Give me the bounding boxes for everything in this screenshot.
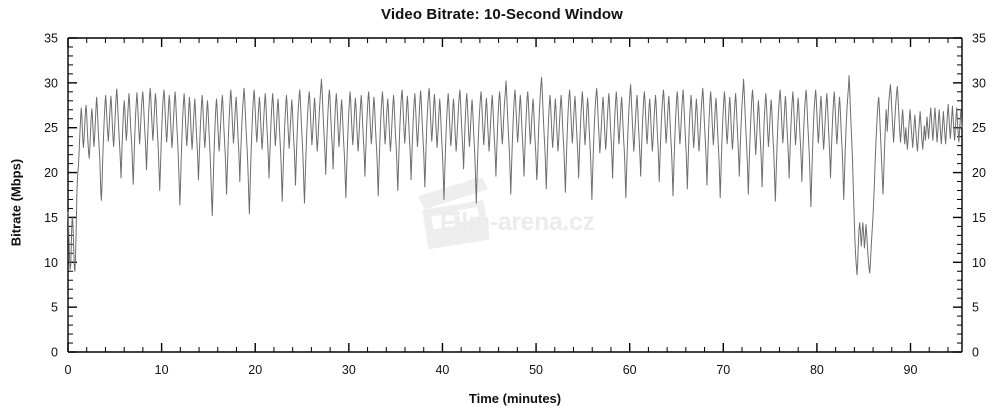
svg-text:15: 15 (44, 211, 58, 225)
svg-text:25: 25 (972, 121, 986, 135)
x-axis-label: Time (minutes) (468, 391, 562, 406)
svg-text:35: 35 (44, 32, 58, 46)
svg-text:80: 80 (810, 363, 824, 377)
svg-text:30: 30 (342, 363, 356, 377)
svg-text:30: 30 (44, 76, 58, 90)
svg-text:90: 90 (904, 363, 918, 377)
svg-text:35: 35 (972, 32, 986, 46)
svg-text:0: 0 (65, 363, 72, 377)
svg-text:10: 10 (44, 256, 58, 270)
svg-text:5: 5 (972, 301, 979, 315)
svg-text:5: 5 (51, 301, 58, 315)
svg-text:10: 10 (972, 256, 986, 270)
svg-text:15: 15 (972, 211, 986, 225)
svg-text:50: 50 (529, 363, 543, 377)
bitrate-series-line (67, 75, 963, 276)
svg-text:0: 0 (51, 346, 58, 360)
svg-text:25: 25 (44, 121, 58, 135)
svg-text:20: 20 (248, 363, 262, 377)
chart-title: Video Bitrate: 10-Second Window (381, 6, 623, 23)
svg-text:70: 70 (716, 363, 730, 377)
svg-text:60: 60 (623, 363, 637, 377)
svg-text:20: 20 (44, 166, 58, 180)
svg-text:10: 10 (155, 363, 169, 377)
svg-text:0: 0 (972, 346, 979, 360)
svg-text:30: 30 (972, 76, 986, 90)
svg-text:40: 40 (435, 363, 449, 377)
svg-text:20: 20 (972, 166, 986, 180)
axes (67, 37, 963, 353)
